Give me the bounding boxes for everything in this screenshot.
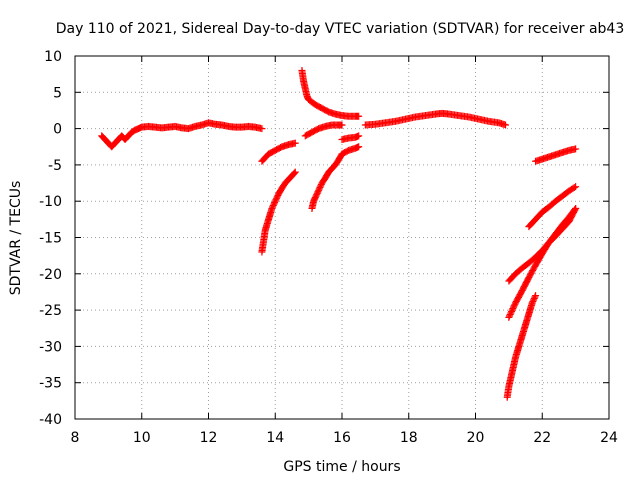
x-tick-label: 14 [266,430,284,446]
x-tick-label: 10 [133,430,151,446]
data-point [291,168,299,176]
data-series [338,143,363,158]
grid-lines [74,55,610,420]
x-tick-label: 18 [400,430,418,446]
data-point [355,132,363,140]
data-series [503,292,540,401]
y-axis-label: SDTVAR / TECUs [8,181,24,296]
data-series [532,145,580,165]
data-points [98,67,580,401]
data-point [355,143,363,151]
data-series [361,109,510,129]
data-point [531,293,539,301]
data-series [258,168,299,256]
y-tick-label: 5 [53,85,62,101]
axis-ticks [74,55,610,420]
data-point [291,139,299,147]
y-tick-label: -5 [48,158,62,174]
data-series [338,132,363,143]
data-point [290,169,298,177]
data-point [338,121,346,129]
data-series [258,139,299,165]
x-tick-label: 20 [467,430,485,446]
y-tick-label: -25 [39,303,62,319]
x-tick-label: 16 [333,430,351,446]
data-series [505,204,580,321]
x-tick-label: 24 [600,430,618,446]
data-series [301,121,346,140]
data-point [258,125,266,133]
data-point [532,292,540,300]
data-point [570,184,578,192]
data-point [502,121,510,129]
data-point [572,183,580,191]
y-tick-label: -10 [39,194,62,210]
data-series [308,150,346,212]
data-point [355,112,363,120]
y-tick-label: 10 [44,49,62,65]
data-point [338,150,346,158]
y-tick-label: -15 [39,231,62,247]
chart-title: Day 110 of 2021, Sidereal Day-to-day VTE… [56,21,625,37]
data-series [525,183,580,231]
data-point [572,145,580,153]
x-tick-label: 8 [71,430,80,446]
data-series [98,119,266,151]
y-tick-label: -35 [39,376,62,392]
data-point [572,204,580,212]
data-point [571,206,579,214]
y-tick-label: -40 [39,412,62,428]
x-tick-label: 22 [533,430,551,446]
x-tick-labels: 8 10 12 14 16 18 20 22 24 [71,430,618,446]
x-axis-label: GPS time / hours [283,459,400,475]
data-series [298,67,363,120]
y-tick-label: -30 [39,339,62,355]
y-tick-labels: 10 5 0 -5 -10 -15 -20 -25 -30 -35 -40 [39,49,62,428]
y-tick-label: 0 [53,122,62,138]
x-tick-label: 12 [200,430,218,446]
y-tick-label: -20 [39,267,62,283]
data-point [337,151,345,159]
